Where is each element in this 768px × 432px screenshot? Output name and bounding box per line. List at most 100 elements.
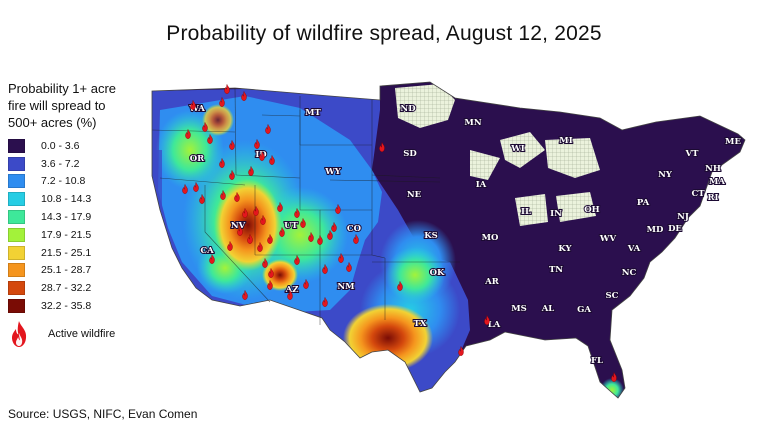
legend-row: 3.6 - 7.2 — [8, 155, 158, 173]
flame-icon — [241, 90, 247, 101]
state-label-az: AZ — [285, 285, 299, 295]
state-label-mi: MI — [559, 136, 572, 146]
state-label-ia: IA — [476, 180, 487, 190]
active-wildfire-marker — [279, 226, 285, 237]
state-label-or: OR — [190, 154, 205, 164]
legend-swatch — [8, 174, 25, 189]
flame-icon — [294, 207, 300, 218]
active-wildfire-marker — [219, 157, 225, 168]
state-label-ky: KY — [558, 244, 572, 254]
probability-surface — [152, 82, 745, 398]
flame-icon — [182, 183, 188, 194]
legend-label: 10.8 - 14.3 — [41, 193, 92, 206]
active-wildfire-marker — [303, 278, 309, 289]
state-label-fl: FL — [591, 356, 603, 366]
active-wildfire-markers — [182, 83, 617, 382]
flame-icon — [190, 99, 196, 110]
state-boundaries — [151, 87, 460, 325]
active-wildfire-marker — [308, 231, 314, 242]
state-label-nm: NM — [337, 282, 355, 292]
active-wildfire-marker — [242, 289, 248, 300]
active-wildfire-marker — [338, 252, 344, 263]
flame-icon — [279, 226, 285, 237]
legend-swatch — [8, 138, 25, 153]
active-wildfire-marker — [267, 279, 273, 290]
flame-icon — [259, 150, 265, 161]
active-wildfire-label: Active wildfire — [48, 328, 116, 340]
state-label-wy: WY — [324, 167, 342, 177]
legend-swatch — [8, 245, 25, 260]
state-label-sd: SD — [403, 149, 417, 159]
active-wildfire-marker — [379, 141, 385, 152]
active-wildfire-marker — [242, 207, 248, 218]
active-wildfire-marker — [254, 138, 260, 149]
active-wildfire-marker — [207, 133, 213, 144]
active-wildfire-marker — [611, 371, 617, 382]
state-label-ks: KS — [424, 231, 438, 241]
legend-label: 14.3 - 17.9 — [41, 211, 92, 224]
flame-icon — [220, 189, 226, 200]
no-data-areas — [395, 84, 600, 226]
legend-title-line: 500+ acres (%) — [8, 115, 97, 130]
flame-icon — [317, 234, 323, 245]
flame-icon — [219, 96, 225, 107]
state-label-wv: WV — [599, 234, 617, 244]
state-label-tx: TX — [414, 319, 427, 329]
flame-icon — [300, 217, 306, 228]
flame-icon — [254, 138, 260, 149]
state-label-nj: NJ — [677, 212, 689, 222]
flame-icon — [11, 321, 27, 347]
flame-icon — [253, 205, 259, 216]
flame-icon — [199, 193, 205, 204]
flame-icon — [331, 221, 337, 232]
active-wildfire-marker — [257, 241, 263, 252]
state-label-ma: MA — [709, 177, 725, 187]
state-label-al: AL — [541, 304, 555, 314]
active-wildfire-marker — [202, 121, 208, 132]
active-wildfire-marker — [331, 221, 337, 232]
flame-icon — [338, 252, 344, 263]
state-label-sc: SC — [606, 291, 619, 301]
active-wildfire-marker — [224, 83, 230, 94]
flame-icon — [209, 253, 215, 264]
state-label-va: VA — [627, 244, 641, 254]
legend-label: 3.6 - 7.2 — [41, 157, 80, 170]
legend-row: 7.2 - 10.8 — [8, 173, 158, 191]
active-wildfire-marker — [335, 203, 341, 214]
state-label-pa: PA — [637, 198, 650, 208]
state-labels: WAORCANVIDMTWYUTAZCONMNDSDNEKSOKTXMNIAMO… — [187, 103, 742, 367]
active-wildfire-marker — [317, 234, 323, 245]
state-label-de: DE — [668, 224, 682, 234]
legend-swatch — [8, 299, 25, 314]
legend-rows: 0.0 - 3.6 3.6 - 7.2 7.2 - 10.8 10.8 - 14.3 1… — [8, 137, 158, 315]
state-label-nh: NH — [705, 164, 721, 174]
flame-icon — [287, 289, 293, 300]
legend-swatch — [8, 192, 25, 207]
active-wildfire-marker — [294, 207, 300, 218]
active-wildfire-marker — [237, 225, 243, 236]
flame-icon — [267, 233, 273, 244]
state-label-ut: UT — [284, 221, 298, 231]
state-label-ca: CA — [200, 246, 214, 256]
flame-icon — [224, 83, 230, 94]
active-wildfire-marker — [209, 253, 215, 264]
source-note: Source: USGS, NIFC, Evan Comen — [8, 407, 198, 421]
flame-icon — [484, 314, 490, 325]
flame-icon — [277, 201, 283, 212]
flame-icon — [397, 280, 403, 291]
active-wildfire-marker — [260, 214, 266, 225]
state-label-il: IL — [521, 207, 531, 217]
active-wildfire-marker — [346, 261, 352, 272]
state-label-ne: NE — [407, 190, 422, 200]
legend-row: 21.5 - 25.1 — [8, 244, 158, 262]
legend-swatch — [8, 210, 25, 225]
active-wildfire-marker — [253, 205, 259, 216]
state-label-ct: CT — [691, 189, 705, 199]
state-label-me: ME — [725, 137, 741, 147]
active-wildfire-marker — [220, 189, 226, 200]
active-wildfire-marker — [229, 139, 235, 150]
state-label-vt: VT — [685, 149, 700, 159]
flame-icon — [229, 139, 235, 150]
active-wildfire-marker — [269, 154, 275, 165]
